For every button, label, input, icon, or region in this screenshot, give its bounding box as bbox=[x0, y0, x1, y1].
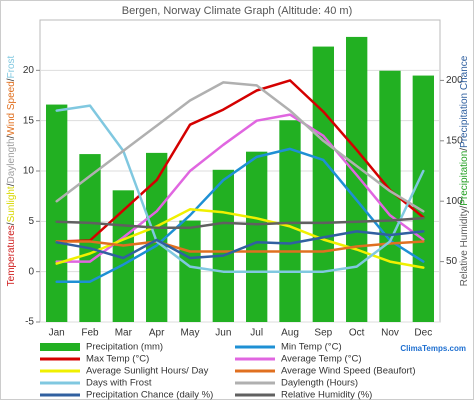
x-tick-label: Jun bbox=[215, 328, 231, 339]
legend-swatch bbox=[40, 343, 80, 351]
series-line bbox=[55, 208, 425, 269]
x-tick-label: Sep bbox=[314, 328, 332, 339]
x-tick-label: May bbox=[181, 328, 200, 339]
right-axis-title-part: / bbox=[459, 206, 470, 209]
y-tick-label: 0 bbox=[28, 266, 34, 277]
source-logo: ClimaTemps.com bbox=[400, 344, 466, 353]
x-tick-label: Jul bbox=[250, 328, 263, 339]
y-tick-label: -5 bbox=[25, 317, 34, 328]
precipitation-bar bbox=[212, 169, 234, 322]
chart-title: Bergen, Norway Climate Graph (Altitude: … bbox=[122, 5, 352, 17]
legend-label: Average Wind Speed (Beaufort) bbox=[281, 366, 415, 377]
x-tick-label: Jan bbox=[49, 328, 65, 339]
right-axis-title-part: Relative Humidity bbox=[459, 209, 470, 287]
y-tick-label: 5 bbox=[28, 216, 34, 227]
legend-label: Precipitation Chance (daily %) bbox=[86, 390, 213, 400]
x-tick-label: Dec bbox=[414, 328, 432, 339]
x-tick-label: Apr bbox=[149, 328, 165, 339]
precipitation-bar bbox=[79, 154, 101, 322]
y-tick-label: 20 bbox=[23, 65, 35, 76]
left-axis-title-part: Frost bbox=[6, 55, 17, 78]
precipitation-bar bbox=[412, 75, 434, 323]
right-axis-title-part: Precipitation Chance bbox=[459, 55, 470, 148]
left-axis-title-part: / bbox=[6, 78, 17, 81]
series-line bbox=[55, 230, 425, 260]
left-axis-title-part: / bbox=[6, 135, 17, 138]
left-axis-title-part: Temperatures bbox=[6, 225, 17, 286]
legend-label: Relative Humidity (%) bbox=[281, 390, 372, 400]
series-line bbox=[55, 81, 425, 213]
series-line bbox=[55, 79, 425, 243]
left-axis-title-part: / bbox=[6, 183, 17, 186]
left-axis-title-part: Wind Speed bbox=[6, 81, 17, 135]
legend-label: Days with Frost bbox=[86, 378, 152, 389]
y2-tick-label: 150 bbox=[446, 135, 463, 146]
series-line bbox=[55, 216, 425, 230]
precipitation-bar bbox=[346, 36, 368, 323]
right-axis-title-part: Precipitation bbox=[459, 151, 470, 206]
y-tick-label: 15 bbox=[23, 115, 35, 126]
series-line bbox=[55, 104, 425, 273]
legend-label: Precipitation (mm) bbox=[86, 342, 163, 353]
right-axis-title: Relative Humidity/Precipitation/Precipit… bbox=[459, 55, 470, 286]
left-axis-title-part: Daylength bbox=[6, 138, 17, 183]
legend-label: Min Temp (°C) bbox=[281, 342, 342, 353]
precipitation-bar bbox=[146, 152, 168, 322]
precipitation-bar bbox=[246, 151, 268, 322]
y-tick-label: 10 bbox=[23, 166, 35, 177]
x-tick-label: Aug bbox=[281, 328, 299, 339]
legend-label: Average Sunlight Hours/ Day bbox=[86, 366, 209, 377]
precipitation-bar bbox=[46, 104, 68, 322]
legend-label: Average Temp (°C) bbox=[281, 354, 362, 365]
series-line bbox=[55, 147, 425, 283]
series-line bbox=[55, 240, 425, 253]
legend-label: Daylength (Hours) bbox=[281, 378, 358, 389]
legend-label: Max Temp (°C) bbox=[86, 354, 149, 365]
precipitation-bar bbox=[312, 46, 334, 323]
left-axis-title: Temperatures/Sunlight/Daylength/Wind Spe… bbox=[6, 55, 17, 286]
y2-tick-label: 200 bbox=[446, 75, 463, 86]
right-axis-title-part: / bbox=[459, 148, 470, 151]
y2-tick-label: 100 bbox=[446, 196, 463, 207]
y2-tick-label: 50 bbox=[446, 256, 458, 267]
x-tick-label: Oct bbox=[349, 328, 365, 339]
precipitation-bar bbox=[112, 190, 134, 322]
x-tick-label: Feb bbox=[81, 328, 99, 339]
left-axis-title-part: / bbox=[6, 222, 17, 225]
x-tick-label: Nov bbox=[381, 328, 399, 339]
left-axis-title-part: Sunlight bbox=[6, 186, 17, 222]
precipitation-bar bbox=[179, 220, 201, 322]
x-tick-label: Mar bbox=[115, 328, 133, 339]
